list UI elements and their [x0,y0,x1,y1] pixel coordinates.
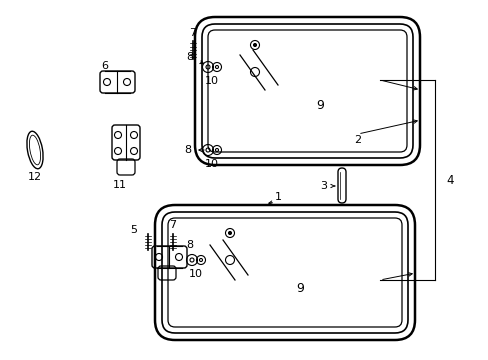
Text: 6: 6 [102,61,108,71]
Text: 11: 11 [113,180,127,190]
Text: 10: 10 [204,76,219,86]
Text: 8: 8 [184,145,191,155]
Text: 4: 4 [446,174,453,186]
Text: 12: 12 [28,172,42,182]
Text: 2: 2 [354,135,361,145]
Text: 10: 10 [189,269,203,279]
Text: 7: 7 [189,28,196,38]
Text: 7: 7 [169,220,176,230]
Circle shape [228,231,231,234]
Text: 5: 5 [130,225,137,235]
Text: 8: 8 [186,240,193,250]
Text: 1: 1 [274,192,281,202]
Text: 9: 9 [295,282,304,294]
Circle shape [253,44,256,46]
Text: 10: 10 [204,159,219,169]
Text: 8: 8 [186,52,193,62]
Text: 9: 9 [315,99,323,112]
Text: 3: 3 [320,181,327,191]
